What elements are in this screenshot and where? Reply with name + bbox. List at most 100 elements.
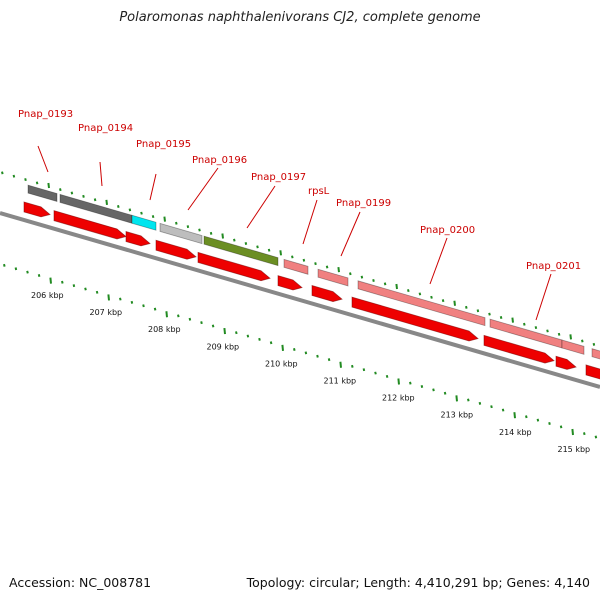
lower-tick <box>188 317 192 321</box>
gene-label-g6: rpsL <box>308 186 330 197</box>
gene-label-g9: Pnap_0201 <box>526 261 581 272</box>
upper-tick <box>557 332 561 336</box>
lower-tick <box>513 412 516 419</box>
lower-tick <box>536 418 540 422</box>
lower-tick <box>351 364 354 368</box>
upper-tick <box>453 300 456 306</box>
gene-label-g2: Pnap_0194 <box>78 123 133 134</box>
upper-tick <box>569 334 572 340</box>
lower-tick <box>95 290 99 294</box>
gene-leader-g4 <box>187 167 219 211</box>
lower-tick <box>362 368 366 372</box>
upper-tick <box>534 326 538 330</box>
accession-text: Accession: NC_008781 <box>9 575 152 590</box>
gene-label-g3: Pnap_0195 <box>136 139 191 150</box>
lower-tick <box>594 435 598 439</box>
lower-tick <box>467 398 470 402</box>
gene-bar-g11 <box>591 348 600 360</box>
lower-tick <box>119 297 122 301</box>
gene-bar-g5 <box>203 235 279 267</box>
upper-tick <box>291 255 294 259</box>
upper-tick <box>244 241 248 245</box>
gene-bar-g4 <box>159 222 203 245</box>
upper-tick <box>465 305 468 309</box>
cds-arrow-g5 <box>197 251 271 282</box>
lower-tick <box>478 401 482 405</box>
lower-tick <box>304 351 308 355</box>
kbp-label: 206 kbp <box>31 291 64 300</box>
lower-tick <box>548 422 551 426</box>
upper-tick <box>186 225 190 229</box>
upper-tick <box>175 221 178 225</box>
lower-tick <box>269 341 273 345</box>
lower-tick <box>153 307 157 311</box>
gene-leader-g1 <box>37 145 49 173</box>
cds-arrow-g7 <box>311 284 343 302</box>
upper-tick <box>267 248 271 252</box>
kbp-label: 210 kbp <box>265 359 298 368</box>
upper-tick <box>349 272 352 276</box>
upper-tick <box>12 174 16 178</box>
upper-tick <box>70 191 74 195</box>
gene-leader-g6 <box>302 199 318 245</box>
upper-tick <box>105 199 108 205</box>
lower-tick <box>316 354 319 358</box>
upper-tick <box>1 171 4 175</box>
upper-tick <box>360 275 364 279</box>
lower-tick <box>455 395 458 402</box>
upper-tick <box>302 258 306 262</box>
upper-tick <box>59 188 62 192</box>
lower-tick <box>223 327 226 335</box>
gene-label-g1: Pnap_0193 <box>18 109 73 120</box>
upper-tick <box>151 215 155 219</box>
upper-tick <box>407 289 410 293</box>
upper-tick <box>418 292 422 296</box>
topology-text: Topology: circular; Length: 4,410,291 bp… <box>246 575 590 590</box>
upper-tick <box>128 208 132 212</box>
gene-leader-g2 <box>99 161 103 187</box>
lower-tick <box>165 311 168 318</box>
upper-tick <box>430 295 433 299</box>
gene-leader-g9 <box>535 273 552 321</box>
upper-tick <box>117 204 120 208</box>
lower-tick <box>142 304 145 308</box>
lower-tick <box>281 344 284 351</box>
gene-leader-g8 <box>429 237 448 285</box>
kbp-label: 208 kbp <box>148 325 181 334</box>
lower-tick <box>177 314 180 318</box>
upper-tick <box>546 329 549 333</box>
kbp-label: 207 kbp <box>90 308 123 317</box>
kbp-label: 214 kbp <box>499 428 532 437</box>
kbp-label: 213 kbp <box>441 411 474 420</box>
lower-tick <box>571 428 574 436</box>
upper-tick <box>337 267 340 273</box>
upper-tick <box>233 238 236 242</box>
gene-leader-g7 <box>340 211 361 257</box>
gene-bar-g3 <box>131 214 157 231</box>
cds-arrow-g9 <box>483 334 555 364</box>
lower-tick <box>327 358 331 362</box>
upper-tick <box>82 194 85 198</box>
upper-tick <box>256 245 259 249</box>
cds-arrow-g2 <box>53 210 127 240</box>
cds-arrow-g3 <box>125 231 151 247</box>
upper-tick <box>523 322 526 326</box>
lower-tick <box>420 385 424 388</box>
lower-tick <box>130 300 134 304</box>
kbp-label: 215 kbp <box>558 445 591 454</box>
lower-tick <box>374 371 377 375</box>
lower-tick <box>211 324 215 328</box>
upper-tick <box>93 198 97 202</box>
cds-arrow-g6 <box>277 275 303 291</box>
upper-tick <box>279 250 282 256</box>
lower-tick <box>443 391 447 395</box>
upper-tick <box>511 317 514 323</box>
upper-tick <box>581 339 584 343</box>
upper-tick <box>476 309 480 313</box>
gene-bar-g10 <box>561 339 585 355</box>
gene-bar-g8 <box>357 280 486 327</box>
upper-tick <box>592 342 596 346</box>
gene-bar-g7 <box>317 268 349 287</box>
upper-tick <box>209 231 213 235</box>
